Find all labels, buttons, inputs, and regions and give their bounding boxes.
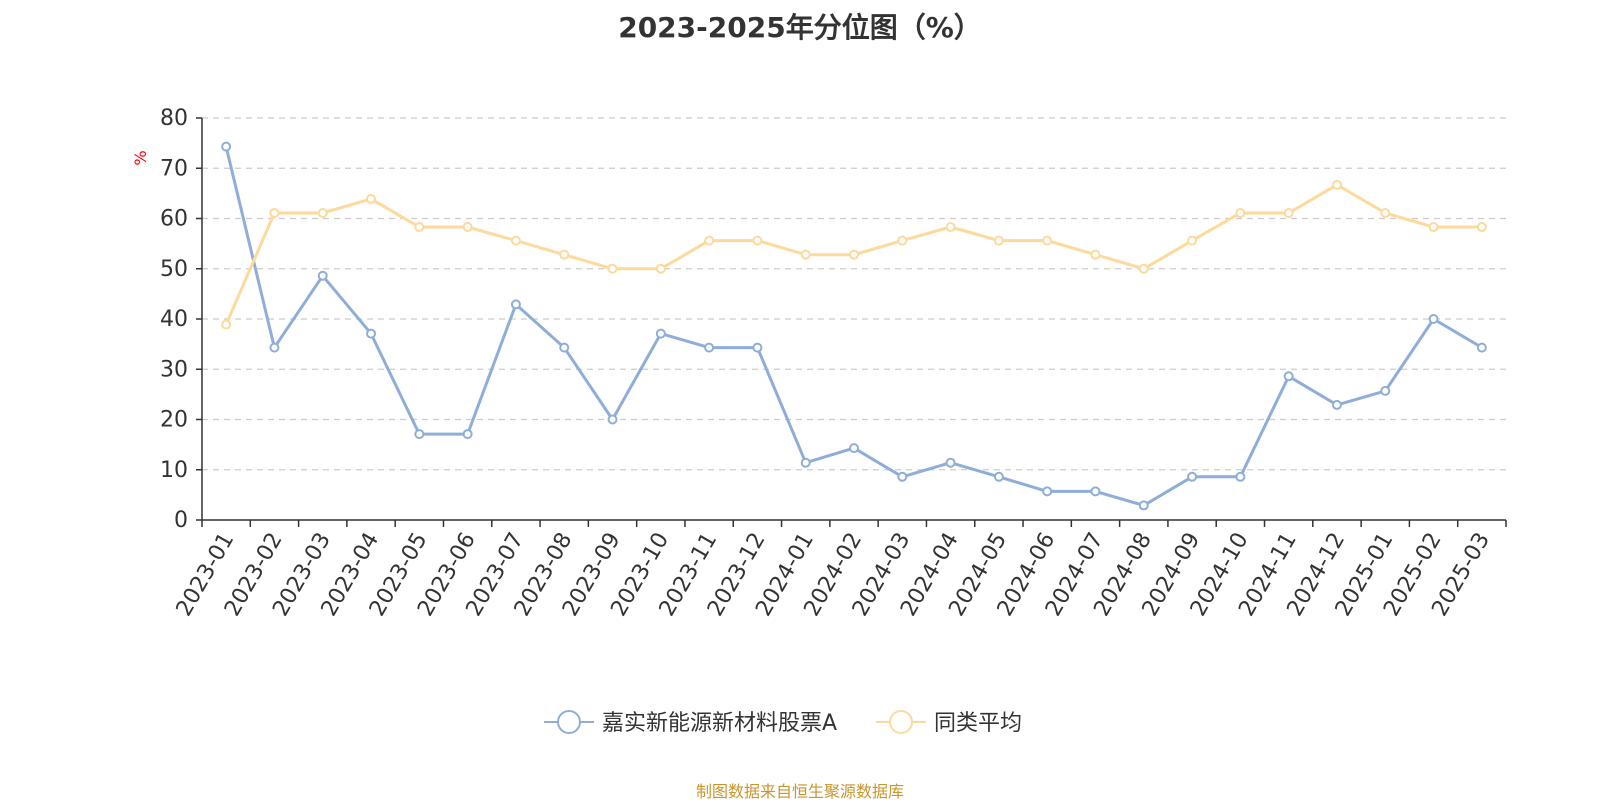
chart-title: 2023-2025年分位图（%） (618, 11, 982, 44)
data-point (1042, 486, 1053, 497)
series-0 (221, 141, 1487, 511)
y-tick-label: 70 (160, 156, 188, 181)
series-1 (221, 179, 1487, 330)
legend: 嘉实新能源新材料股票A 同类平均 (544, 710, 1022, 736)
y-tick-label: 60 (160, 207, 188, 232)
data-point (897, 471, 908, 482)
data-point (1331, 179, 1342, 190)
legend-label: 嘉实新能源新材料股票A (602, 711, 837, 736)
data-point (655, 328, 666, 339)
data-point (1235, 471, 1246, 482)
y-tick-label: 30 (160, 357, 188, 382)
data-point (800, 249, 811, 260)
legend-label: 同类平均 (934, 711, 1022, 736)
data-point (655, 263, 666, 274)
data-point (510, 299, 521, 310)
data-point (221, 319, 232, 330)
data-point (559, 342, 570, 353)
data-point (1235, 207, 1246, 218)
data-point (1476, 222, 1487, 233)
data-point (1476, 342, 1487, 353)
y-tick-label: 50 (160, 257, 188, 282)
axes: 01020304050607080%2023-012023-022023-032… (131, 106, 1507, 621)
data-point (1380, 207, 1391, 218)
y-tick-label: 80 (160, 106, 188, 131)
data-point (1042, 235, 1053, 246)
legend-item-1: 同类平均 (876, 710, 1022, 736)
footer-source: 制图数据来自恒生聚源数据库 (695, 782, 904, 801)
data-point (607, 414, 618, 425)
data-point (510, 235, 521, 246)
data-point (462, 222, 473, 233)
data-point (945, 222, 956, 233)
data-point (849, 443, 859, 454)
data-point (269, 207, 280, 218)
data-point (317, 207, 328, 218)
legend-item-0: 嘉实新能源新材料股票A (544, 710, 837, 736)
y-tick-label: 10 (160, 458, 188, 483)
data-point (1283, 371, 1294, 382)
data-point (607, 263, 618, 274)
data-point (221, 141, 232, 152)
data-point (945, 457, 956, 468)
data-point (1090, 249, 1101, 260)
data-point (414, 429, 425, 440)
data-point (993, 471, 1004, 482)
data-point (317, 270, 328, 281)
data-point (704, 342, 715, 353)
data-point (1331, 399, 1342, 410)
legend-marker (889, 710, 913, 734)
y-tick-label: 40 (160, 307, 188, 332)
data-point (752, 342, 763, 353)
legend-marker (557, 710, 581, 734)
data-point (366, 328, 377, 339)
data-point (849, 249, 859, 260)
data-point (1428, 314, 1439, 324)
data-point (1187, 471, 1198, 482)
series (221, 141, 1487, 511)
data-point (559, 249, 570, 260)
data-point (269, 342, 280, 353)
data-point (1138, 263, 1149, 274)
data-point (1187, 235, 1198, 246)
y-tick-label: 20 (160, 408, 188, 433)
y-tick-label: 0 (174, 508, 188, 533)
data-point (752, 235, 763, 246)
y-axis-label: % (131, 150, 150, 165)
data-point (414, 222, 425, 233)
data-point (704, 235, 715, 246)
data-point (1090, 486, 1101, 497)
data-point (1428, 222, 1439, 233)
data-point (897, 235, 908, 246)
data-point (1283, 207, 1294, 218)
data-point (366, 193, 377, 204)
data-point (1138, 500, 1149, 511)
data-point (800, 457, 811, 468)
data-point (462, 429, 473, 440)
data-point (993, 235, 1004, 246)
data-point (1380, 385, 1391, 396)
grid-lines (202, 117, 1506, 471)
